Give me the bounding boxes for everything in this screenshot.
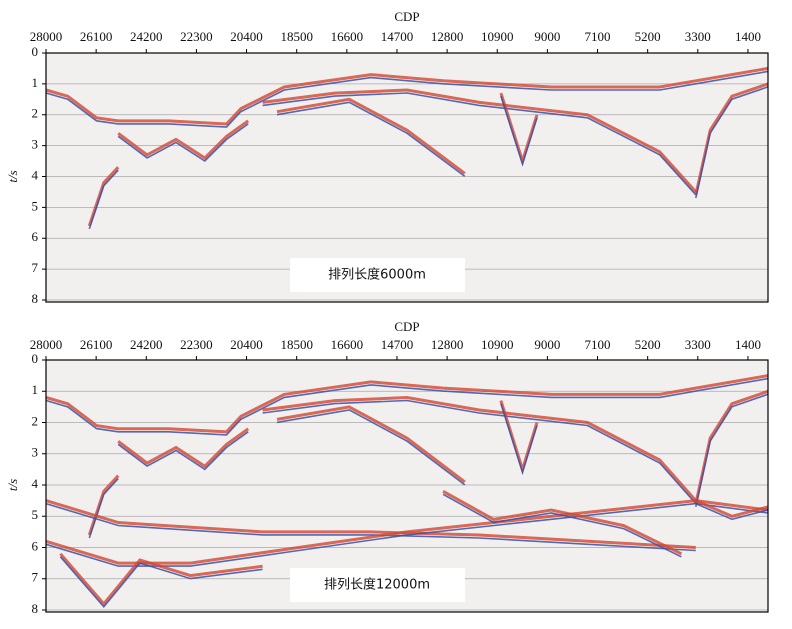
x-tick-label: 1400 — [735, 337, 761, 352]
x-tick-label: 16600 — [331, 29, 364, 44]
plot-frame — [45, 52, 769, 303]
y-tick-label: 3 — [32, 445, 39, 460]
reflector — [499, 400, 539, 475]
x-tick-label: 28000 — [30, 337, 63, 352]
reflector — [695, 86, 769, 199]
reflector — [695, 502, 769, 521]
x-tick-label: 9000 — [534, 29, 560, 44]
y-tick-label: 2 — [32, 413, 39, 428]
x-tick-label: 22300 — [180, 29, 213, 44]
x-tick-label: 10900 — [481, 337, 514, 352]
x-tick-label: 7100 — [585, 29, 611, 44]
reflector — [45, 377, 769, 436]
x-tick-label: 22300 — [180, 337, 213, 352]
reflector — [87, 166, 120, 227]
x-tick-label: 12800 — [431, 337, 464, 352]
y-tick-label: 8 — [32, 601, 39, 616]
annotation: 排列长度12000m — [324, 577, 430, 593]
x-axis-label: CDP — [394, 319, 419, 334]
reflector — [59, 556, 263, 609]
y-axis-label: t/s — [5, 479, 20, 491]
x-tick-label: 28000 — [30, 29, 63, 44]
reflector — [262, 88, 697, 193]
x-tick-label: 20400 — [230, 337, 263, 352]
y-axis-label: t/s — [5, 170, 20, 182]
y-tick-label: 6 — [32, 538, 39, 553]
x-tick-label: 14700 — [381, 337, 414, 352]
reflector — [45, 374, 769, 434]
x-tick-label: 18500 — [280, 29, 313, 44]
y-tick-label: 3 — [32, 137, 39, 152]
reflector — [45, 502, 696, 552]
reflector — [276, 409, 466, 486]
reflector — [262, 395, 697, 502]
x-tick-label: 26100 — [80, 337, 113, 352]
y-tick-label: 6 — [32, 229, 39, 244]
y-tick-label: 7 — [32, 570, 39, 585]
y-tick-label: 5 — [32, 507, 39, 522]
reflector — [45, 499, 769, 565]
x-tick-label: 9000 — [534, 337, 560, 352]
x-tick-label: 24200 — [130, 29, 163, 44]
reflector — [499, 92, 539, 167]
reflector — [117, 119, 250, 160]
reflector — [117, 431, 249, 471]
y-tick-label: 4 — [32, 167, 39, 182]
reflector — [262, 399, 697, 505]
x-axis-label: CDP — [394, 9, 419, 24]
annotation-box — [290, 568, 465, 602]
y-tick-label: 8 — [32, 291, 39, 306]
plot-frame — [45, 359, 769, 613]
y-tick-label: 5 — [32, 198, 39, 213]
reflector — [442, 493, 682, 558]
x-tick-label: 12800 — [431, 29, 464, 44]
panel: 0 1 2 3 4 5 6 7 8 28000 26100 24200 22300 20400 18500 1… — [5, 9, 769, 306]
reflector — [276, 405, 466, 484]
reflector — [117, 427, 250, 469]
y-tick-label: 2 — [32, 106, 39, 121]
x-tick-label: 14700 — [381, 29, 414, 44]
reflector — [45, 70, 769, 128]
y-tick-label: 4 — [32, 476, 39, 491]
reflector — [117, 123, 249, 163]
reflector — [88, 478, 119, 539]
x-tick-label: 5200 — [635, 337, 661, 352]
annotation: 排列长度6000m — [328, 267, 426, 283]
reflector — [45, 499, 696, 549]
y-tick-label: 1 — [32, 382, 39, 397]
x-tick-label: 7100 — [585, 337, 611, 352]
reflector — [88, 169, 119, 230]
reflector — [59, 552, 263, 607]
reflector — [695, 393, 769, 507]
y-tick-label: 0 — [32, 44, 39, 59]
y-tick-label: 1 — [32, 75, 39, 90]
annotation-box — [290, 258, 465, 292]
x-tick-label: 3300 — [685, 337, 711, 352]
reflector — [45, 502, 769, 567]
reflector — [276, 101, 466, 178]
reflector — [45, 66, 769, 126]
x-tick-label: 18500 — [280, 337, 313, 352]
reflector — [442, 489, 683, 556]
x-tick-label: 5200 — [635, 29, 661, 44]
reflector — [500, 403, 538, 476]
reflector — [87, 474, 120, 536]
reflector — [500, 95, 538, 167]
x-tick-label: 24200 — [130, 337, 163, 352]
reflector — [276, 97, 466, 175]
y-tick-label: 7 — [32, 260, 39, 275]
x-tick-label: 26100 — [80, 29, 113, 44]
reflector — [262, 92, 697, 196]
x-tick-label: 20400 — [230, 29, 263, 44]
x-tick-label: 1400 — [735, 29, 761, 44]
x-tick-label: 3300 — [685, 29, 711, 44]
x-tick-label: 10900 — [481, 29, 514, 44]
panel: 0 1 2 3 4 5 6 7 8 28000 26100 24200 22300 20400 18500 1… — [5, 319, 769, 616]
reflector — [695, 499, 769, 518]
x-tick-label: 16600 — [331, 337, 364, 352]
y-tick-label: 0 — [32, 351, 39, 366]
